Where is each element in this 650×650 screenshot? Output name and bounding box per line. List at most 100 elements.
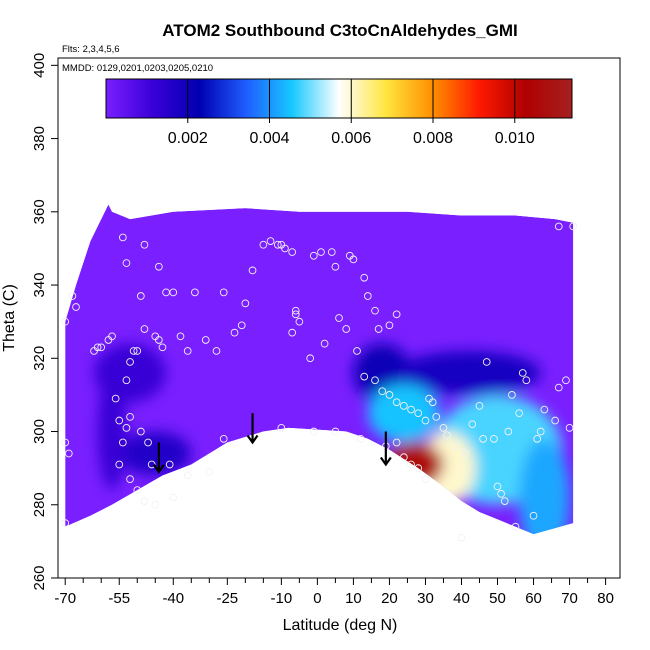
- data-point: [64, 449, 73, 458]
- data-point: [500, 497, 509, 505]
- data-point: [353, 347, 361, 355]
- data-point: [309, 251, 318, 260]
- arrow-head: [379, 456, 392, 467]
- data-point: [147, 460, 156, 469]
- field-blob: [396, 350, 541, 395]
- y-tick-label: 360: [31, 199, 48, 224]
- dates-label: MMDD: 0129,0201,0203,0205,0210: [62, 63, 213, 74]
- y-tick-label: 340: [31, 273, 48, 298]
- data-point: [140, 240, 149, 249]
- data-point: [360, 273, 369, 282]
- data-point: [565, 424, 574, 432]
- data-point: [118, 438, 127, 447]
- field-blob: [519, 438, 570, 535]
- data-point: [237, 321, 246, 330]
- data-point: [349, 255, 358, 264]
- data-point: [421, 416, 430, 425]
- data-point: [371, 376, 379, 385]
- data-point: [475, 402, 484, 410]
- data-point: [97, 343, 106, 352]
- y-tick-label: 380: [31, 126, 48, 151]
- data-point: [554, 222, 563, 231]
- data-point: [129, 347, 138, 355]
- data-point: [317, 248, 325, 256]
- data-point: [414, 464, 423, 472]
- colorbar-gradient: [105, 78, 573, 119]
- x-tick-label: -55: [108, 590, 130, 607]
- data-point: [191, 288, 199, 297]
- data-point: [140, 497, 149, 505]
- data-point: [212, 347, 221, 355]
- data-point: [241, 299, 250, 308]
- y-tick-label: 300: [31, 419, 48, 444]
- data-point: [562, 376, 570, 385]
- data-point: [360, 372, 369, 381]
- x-tick-label: 0: [313, 590, 321, 607]
- arrows: [152, 413, 392, 474]
- data-point: [331, 427, 340, 436]
- data-point: [219, 434, 228, 443]
- field-blob: [94, 343, 167, 403]
- data-point: [165, 460, 174, 469]
- data-point: [522, 376, 531, 385]
- chart-title: ATOM2 Southbound C3toCnAldehydes_GMI: [162, 21, 517, 40]
- x-tick-label: -10: [271, 590, 293, 607]
- x-axis: -70 -55 -40 -25 -10 0 10 20 30 40 50 60 70 80: [54, 578, 614, 607]
- data-point: [126, 475, 134, 483]
- data-point: [155, 262, 163, 271]
- data-point: [61, 438, 70, 447]
- data-point: [399, 453, 408, 462]
- data-point: [450, 442, 459, 451]
- arrow-head: [246, 434, 259, 445]
- data-point: [108, 332, 116, 341]
- data-point: [331, 262, 340, 271]
- flights-label: Flts: 2,3,4,5,6: [62, 44, 120, 55]
- y-tick-label: 400: [31, 53, 48, 78]
- x-tick-label: 30: [417, 590, 434, 607]
- x-tick-label: -25: [216, 590, 238, 607]
- data-point: [342, 325, 351, 333]
- data-point: [443, 431, 451, 440]
- data-point: [482, 358, 491, 366]
- data-point: [259, 240, 268, 249]
- data-point: [407, 460, 415, 469]
- data-point: [169, 288, 178, 297]
- data-point: [508, 391, 516, 399]
- data-point: [335, 314, 343, 322]
- data-point: [281, 244, 289, 253]
- data-point: [122, 424, 131, 432]
- y-tick-label: 320: [31, 346, 48, 371]
- y-tick-label: 260: [31, 565, 48, 590]
- data-point: [414, 409, 423, 418]
- y-tick-label: 280: [31, 492, 48, 517]
- data-point: [309, 427, 318, 436]
- colorbar-tick-label: 0.004: [249, 130, 289, 147]
- field-blobs: [94, 343, 570, 535]
- data-point: [183, 347, 192, 355]
- data-point: [490, 434, 498, 443]
- data-point: [273, 240, 282, 249]
- x-tick-label: 80: [597, 590, 614, 607]
- data-point: [133, 486, 142, 494]
- data-point: [554, 383, 563, 392]
- x-tick-label: 70: [561, 590, 578, 607]
- data-point: [392, 310, 401, 319]
- data-point: [529, 511, 538, 520]
- data-point: [115, 460, 124, 469]
- data-point: [90, 347, 98, 355]
- data-point: [540, 405, 549, 414]
- data-point: [144, 438, 152, 447]
- data-point: [371, 306, 379, 315]
- data-point: [248, 266, 257, 275]
- data-point: [392, 438, 401, 447]
- data-point: [497, 489, 505, 498]
- data-point: [493, 482, 502, 491]
- data-point: [385, 391, 394, 399]
- data-point: [421, 475, 430, 483]
- colorbar-tick-label: 0.002: [168, 130, 208, 147]
- data-point: [291, 310, 300, 319]
- data-point: [457, 533, 466, 542]
- data-point: [504, 427, 513, 436]
- data-point: [569, 222, 578, 231]
